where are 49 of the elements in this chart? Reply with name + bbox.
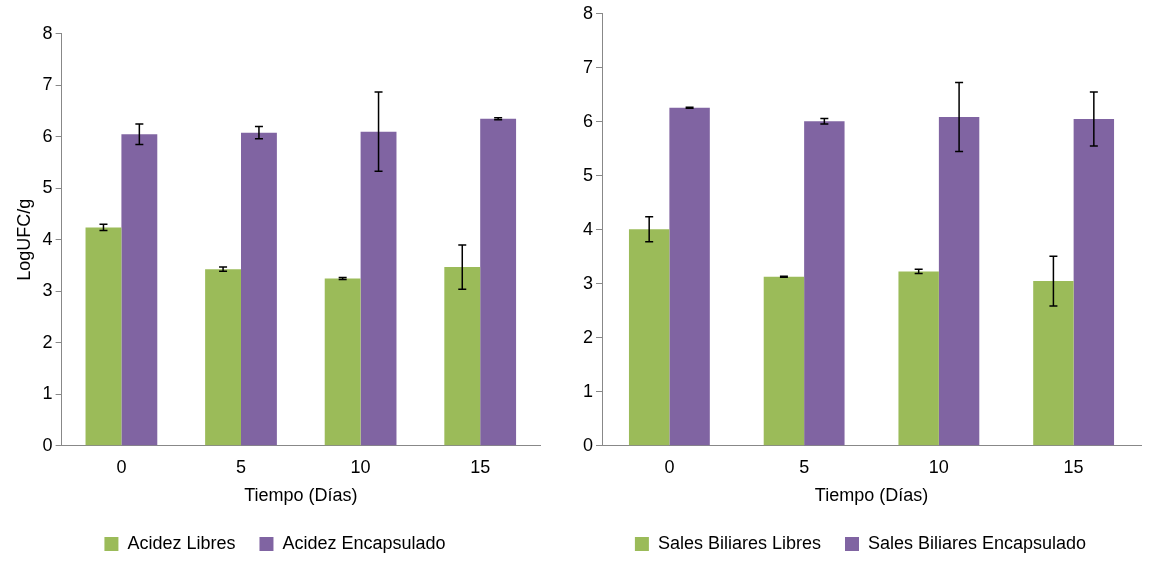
x-axis-title: Tiempo (Días): [244, 485, 358, 506]
bar: [1033, 281, 1074, 446]
bar: [324, 278, 361, 446]
y-tick-label: 7: [42, 74, 53, 95]
bar: [480, 118, 517, 446]
y-tick-label: 5: [583, 164, 594, 185]
x-tick-label: 5: [236, 456, 247, 477]
x-tick-label: 5: [799, 456, 810, 477]
bar: [205, 269, 242, 446]
y-tick-label: 6: [42, 125, 53, 146]
y-tick-label: 3: [583, 272, 594, 293]
x-tick-label: 15: [470, 456, 491, 477]
legend-label: Acidez Encapsulado: [282, 532, 446, 553]
y-tick-label: 2: [42, 331, 53, 352]
y-tick-label: 4: [42, 228, 53, 249]
x-tick-label: 15: [1063, 456, 1084, 477]
bar: [241, 132, 277, 446]
x-tick-label: 10: [928, 456, 949, 477]
bar: [628, 229, 670, 446]
bar: [444, 267, 481, 446]
y-tick-label: 8: [583, 2, 594, 23]
bar: [898, 271, 939, 446]
y-tick-label: 1: [42, 383, 53, 404]
y-tick-label: 7: [583, 56, 594, 77]
bar: [1073, 119, 1115, 446]
y-tick-label: 3: [42, 280, 53, 301]
bar: [360, 131, 397, 446]
y-axis-title: LogUFC/g: [13, 198, 34, 281]
x-axis-title: Tiempo (Días): [814, 485, 929, 506]
x-tick-label: 10: [350, 456, 371, 477]
legend-label: Acidez Libres: [127, 532, 236, 553]
x-tick-label: 0: [664, 456, 675, 477]
legend-label: Sales Biliares Libres: [657, 532, 821, 553]
y-tick-label: 2: [583, 326, 594, 347]
bar: [938, 116, 980, 446]
y-tick-label: 0: [42, 434, 53, 455]
bar: [85, 227, 122, 446]
bar: [763, 276, 805, 446]
bar: [121, 134, 158, 446]
bar: [804, 121, 845, 446]
y-tick-label: 1: [583, 380, 594, 401]
y-tick-label: 4: [583, 218, 594, 239]
legend-label: Sales Biliares Encapsulado: [867, 532, 1087, 553]
y-tick-label: 0: [583, 434, 594, 455]
x-tick-label: 0: [116, 456, 127, 477]
bar: [669, 107, 710, 446]
y-tick-label: 5: [42, 177, 53, 198]
y-tick-label: 6: [583, 110, 594, 131]
y-tick-label: 8: [42, 22, 53, 43]
